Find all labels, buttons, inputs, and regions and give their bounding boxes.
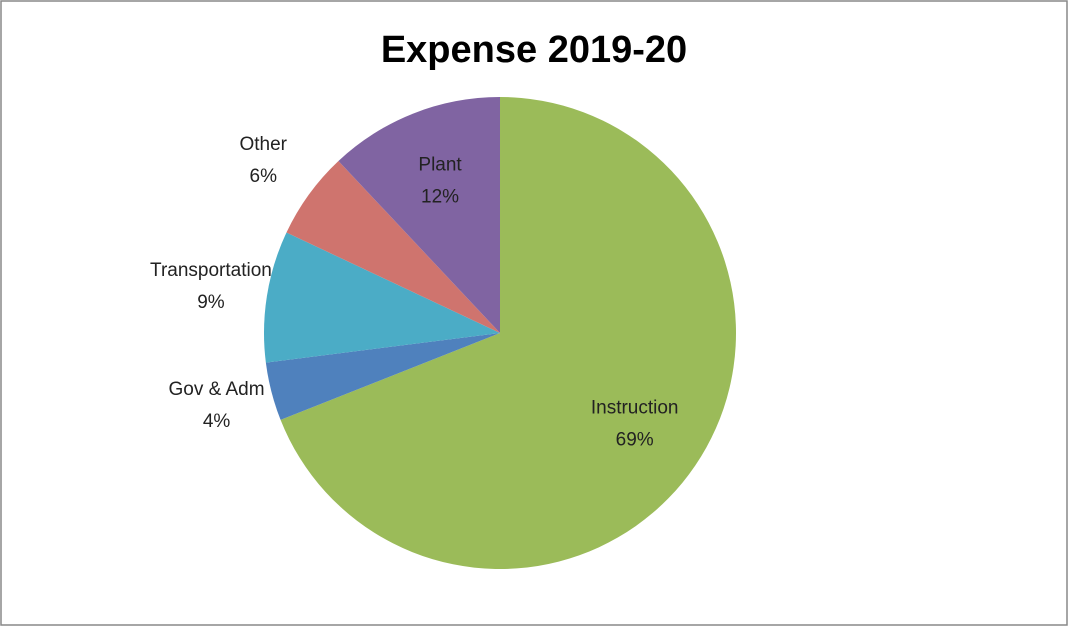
pie-slice bbox=[280, 97, 736, 569]
slice-label: Transportation bbox=[150, 260, 272, 281]
slice-value-label: 9% bbox=[197, 292, 225, 313]
pie-slice bbox=[286, 160, 500, 333]
slice-value-label: 6% bbox=[250, 166, 278, 187]
slice-label: Plant bbox=[418, 155, 462, 176]
slice-label: Instruction bbox=[591, 398, 679, 419]
pie-slice bbox=[338, 97, 500, 333]
slice-label: Other bbox=[239, 134, 287, 155]
slice-value-label: 12% bbox=[421, 187, 459, 208]
pie-slice bbox=[264, 232, 500, 363]
slice-value-label: 4% bbox=[203, 411, 231, 432]
pie-slice bbox=[265, 333, 500, 420]
slice-value-label: 69% bbox=[616, 430, 654, 451]
chart-title: Expense 2019-20 bbox=[381, 29, 687, 71]
slice-label: Gov & Adm bbox=[168, 379, 264, 400]
